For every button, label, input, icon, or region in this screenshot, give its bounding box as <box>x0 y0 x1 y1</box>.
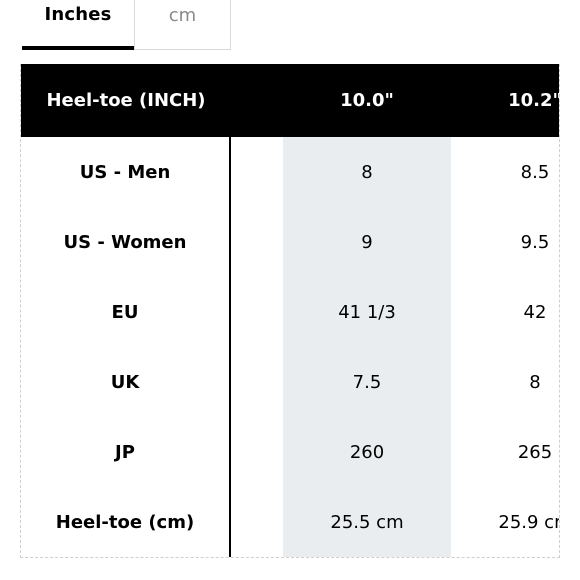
table-cell: 7.5 <box>352 371 382 393</box>
row-label-jp: JP <box>115 441 135 463</box>
table-cell: 25.5 cm <box>330 511 404 533</box>
row-label-eu: EU <box>111 301 139 323</box>
table-header-row: Heel-toe (INCH) 10.0" 10.2" <box>21 64 560 137</box>
row-label-us-women: US - Women <box>63 231 187 253</box>
header-column-1: 10.0" <box>340 90 394 111</box>
table-cell: 41 1/3 <box>338 301 396 323</box>
table-cell: 9 <box>361 231 373 253</box>
table-cell: 25.9 cm <box>498 511 559 533</box>
row-label-heel-toe-cm: Heel-toe (cm) <box>55 511 195 533</box>
header-label: Heel-toe (INCH) <box>46 90 206 111</box>
tab-cm[interactable]: cm <box>134 0 231 50</box>
header-column-2: 10.2" <box>508 90 560 111</box>
table-cell: 8 <box>361 161 373 183</box>
tab-inches[interactable]: Inches <box>22 0 134 50</box>
highlighted-column <box>283 137 451 557</box>
unit-tabs: Inches cm <box>22 0 231 50</box>
table-cell: 8.5 <box>520 161 550 183</box>
table-cell: 265 <box>517 441 553 463</box>
row-label-us-men: US - Men <box>79 161 171 183</box>
table-cell: 8 <box>529 371 541 393</box>
row-labels-column: US - Men US - Women EU UK JP Heel-toe (c… <box>21 137 231 557</box>
row-label-uk: UK <box>110 371 140 393</box>
size-table[interactable]: Heel-toe (INCH) 10.0" 10.2" US - Men US … <box>20 64 560 558</box>
table-cell: 9.5 <box>520 231 550 253</box>
table-cell: 260 <box>349 441 385 463</box>
table-cell: 42 <box>523 301 547 323</box>
